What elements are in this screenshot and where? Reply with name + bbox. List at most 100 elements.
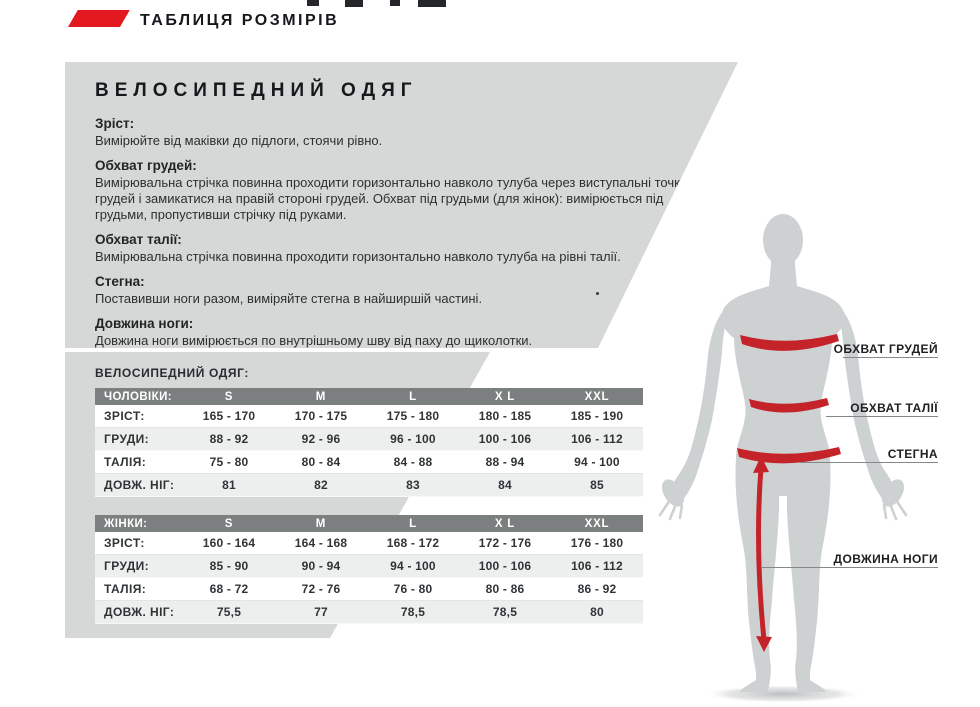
size-header: L	[409, 390, 417, 403]
waist-band	[749, 398, 829, 413]
table-row: ТАЛІЯ: 68 - 72 72 - 76 76 - 80 80 - 86 8…	[95, 578, 643, 601]
measurement-guide-panel: ВЕЛОСИПЕДНИЙ ОДЯГ Зріст: Вимірюйте від м…	[65, 62, 738, 348]
cell-value: 96 - 100	[390, 432, 436, 446]
cell-value: 81	[222, 478, 236, 492]
table-row: ТАЛІЯ: 75 - 80 80 - 84 84 - 88 88 - 94 9…	[95, 451, 643, 474]
cell-value: 180 - 185	[478, 409, 532, 423]
cell-value: 72 - 76	[301, 582, 341, 596]
cell-value: 78,5	[492, 605, 518, 619]
page-title: ТАБЛИЦЯ РОЗМІРІВ	[140, 12, 340, 29]
table-row: ДОВЖ. НІГ: 75,5 77 78,5 78,5 80	[95, 601, 643, 624]
row-label: ДОВЖ. НІГ:	[104, 605, 175, 619]
cropped-text-fragment	[390, 0, 400, 6]
body-measurement-figure	[658, 214, 908, 703]
tables-caption: ВЕЛОСИПЕДНИЙ ОДЯГ:	[95, 366, 249, 380]
guide-section-label: Обхват грудей:	[95, 158, 197, 173]
row-label: ТАЛІЯ:	[104, 455, 147, 469]
cell-value: 160 - 164	[202, 536, 256, 550]
cell-value: 84 - 88	[393, 455, 433, 469]
guide-section-text: Поставивши ноги разом, виміряйте стегна …	[95, 291, 483, 306]
cell-value: 80 - 84	[301, 455, 341, 469]
cell-value: 76 - 80	[393, 582, 433, 596]
size-header: X L	[494, 390, 516, 403]
waist-measure-line	[826, 416, 938, 417]
stray-dot	[596, 292, 599, 295]
cell-value: 185 - 190	[570, 409, 624, 423]
men-table-header-row: ЧОЛОВІКИ: S M L X L XXL	[95, 388, 643, 405]
leg-measure-line	[762, 567, 938, 568]
cell-value: 80 - 86	[485, 582, 525, 596]
cell-value: 86 - 92	[577, 582, 617, 596]
size-header: X L	[494, 517, 516, 530]
cell-value: 175 - 180	[386, 409, 440, 423]
cell-value: 94 - 100	[574, 455, 620, 469]
finger-strokes	[658, 498, 908, 521]
guide-section-label: Стегна:	[95, 274, 145, 289]
cell-value: 170 - 175	[294, 409, 348, 423]
hips-band	[737, 447, 841, 464]
guide-section-text: Вимірюйте від маківки до підлоги, стоячи…	[95, 133, 383, 148]
cell-value: 77	[314, 605, 328, 619]
row-label: ГРУДИ:	[104, 559, 150, 573]
cell-value: 94 - 100	[390, 559, 436, 573]
men-group-label: ЧОЛОВІКИ:	[104, 390, 172, 403]
table-row: ДОВЖ. НІГ: 81 82 83 84 85	[95, 474, 643, 497]
women-size-table: ЖІНКИ: S M L X L XXL ЗРІСТ: 160 - 164 16…	[95, 515, 643, 624]
cropped-text-fragment	[418, 0, 446, 7]
chest-measure-line	[843, 357, 938, 358]
cell-value: 176 - 180	[570, 536, 624, 550]
size-header: XXL	[584, 517, 610, 530]
cell-value: 100 - 106	[478, 432, 532, 446]
cell-value: 75,5	[216, 605, 242, 619]
table-row: ЗРІСТ: 165 - 170 170 - 175 175 - 180 180…	[95, 405, 643, 428]
cell-value: 100 - 106	[478, 559, 532, 573]
table-row: ГРУДИ: 88 - 92 92 - 96 96 - 100 100 - 10…	[95, 428, 643, 451]
cell-value: 168 - 172	[386, 536, 440, 550]
row-label: ЗРІСТ:	[104, 409, 145, 423]
floor-shadow	[703, 685, 863, 703]
cell-value: 80	[590, 605, 604, 619]
leg-measure-label: ДОВЖИНА НОГИ	[833, 552, 938, 566]
size-header: M	[315, 390, 327, 403]
cell-value: 90 - 94	[301, 559, 341, 573]
chest-measure-label: ОБХВАТ ГРУДЕЙ	[833, 342, 938, 356]
cropped-text-fragment	[307, 0, 319, 6]
cell-value: 82	[314, 478, 328, 492]
waist-measure-label: ОБХВАТ ТАЛІЇ	[850, 401, 938, 415]
table-row: ГРУДИ: 85 - 90 90 - 94 94 - 100 100 - 10…	[95, 555, 643, 578]
size-header: L	[409, 517, 417, 530]
guide-section-text: Довжина ноги вимірюється по внутрішньому…	[95, 333, 533, 348]
cell-value: 88 - 92	[209, 432, 249, 446]
size-header: XXL	[584, 390, 610, 403]
cropped-text-fragment	[345, 0, 363, 7]
cell-value: 88 - 94	[485, 455, 525, 469]
guide-title: ВЕЛОСИПЕДНИЙ ОДЯГ	[95, 80, 418, 101]
size-header: S	[224, 390, 234, 403]
cell-value: 85 - 90	[209, 559, 249, 573]
measurement-guide: ВЕЛОСИПЕДНИЙ ОДЯГ Зріст: Вимірюйте від м…	[95, 76, 691, 349]
table-row: ЗРІСТ: 160 - 164 164 - 168 168 - 172 172…	[95, 532, 643, 555]
cell-value: 106 - 112	[571, 559, 623, 573]
row-label: ТАЛІЯ:	[104, 582, 147, 596]
row-label: ГРУДИ:	[104, 432, 150, 446]
cell-value: 165 - 170	[202, 409, 256, 423]
size-header: S	[224, 517, 234, 530]
cell-value: 68 - 72	[209, 582, 249, 596]
guide-section-label: Довжина ноги:	[95, 316, 194, 331]
women-table-header-row: ЖІНКИ: S M L X L XXL	[95, 515, 643, 532]
hips-measure-label: СТЕГНА	[887, 447, 938, 461]
cell-value: 78,5	[400, 605, 426, 619]
cell-value: 75 - 80	[209, 455, 249, 469]
size-header: M	[315, 517, 327, 530]
women-group-label: ЖІНКИ:	[104, 517, 148, 530]
guide-section-text: Вимірювальна стрічка повинна проходити г…	[95, 249, 621, 264]
cell-value: 84	[498, 478, 512, 492]
cell-value: 83	[406, 478, 420, 492]
guide-section-label: Обхват талії:	[95, 232, 182, 247]
brand-logo	[68, 10, 130, 27]
cell-value: 172 - 176	[478, 536, 532, 550]
cell-value: 85	[590, 478, 604, 492]
chest-band	[740, 334, 839, 351]
cell-value: 164 - 168	[294, 536, 348, 550]
